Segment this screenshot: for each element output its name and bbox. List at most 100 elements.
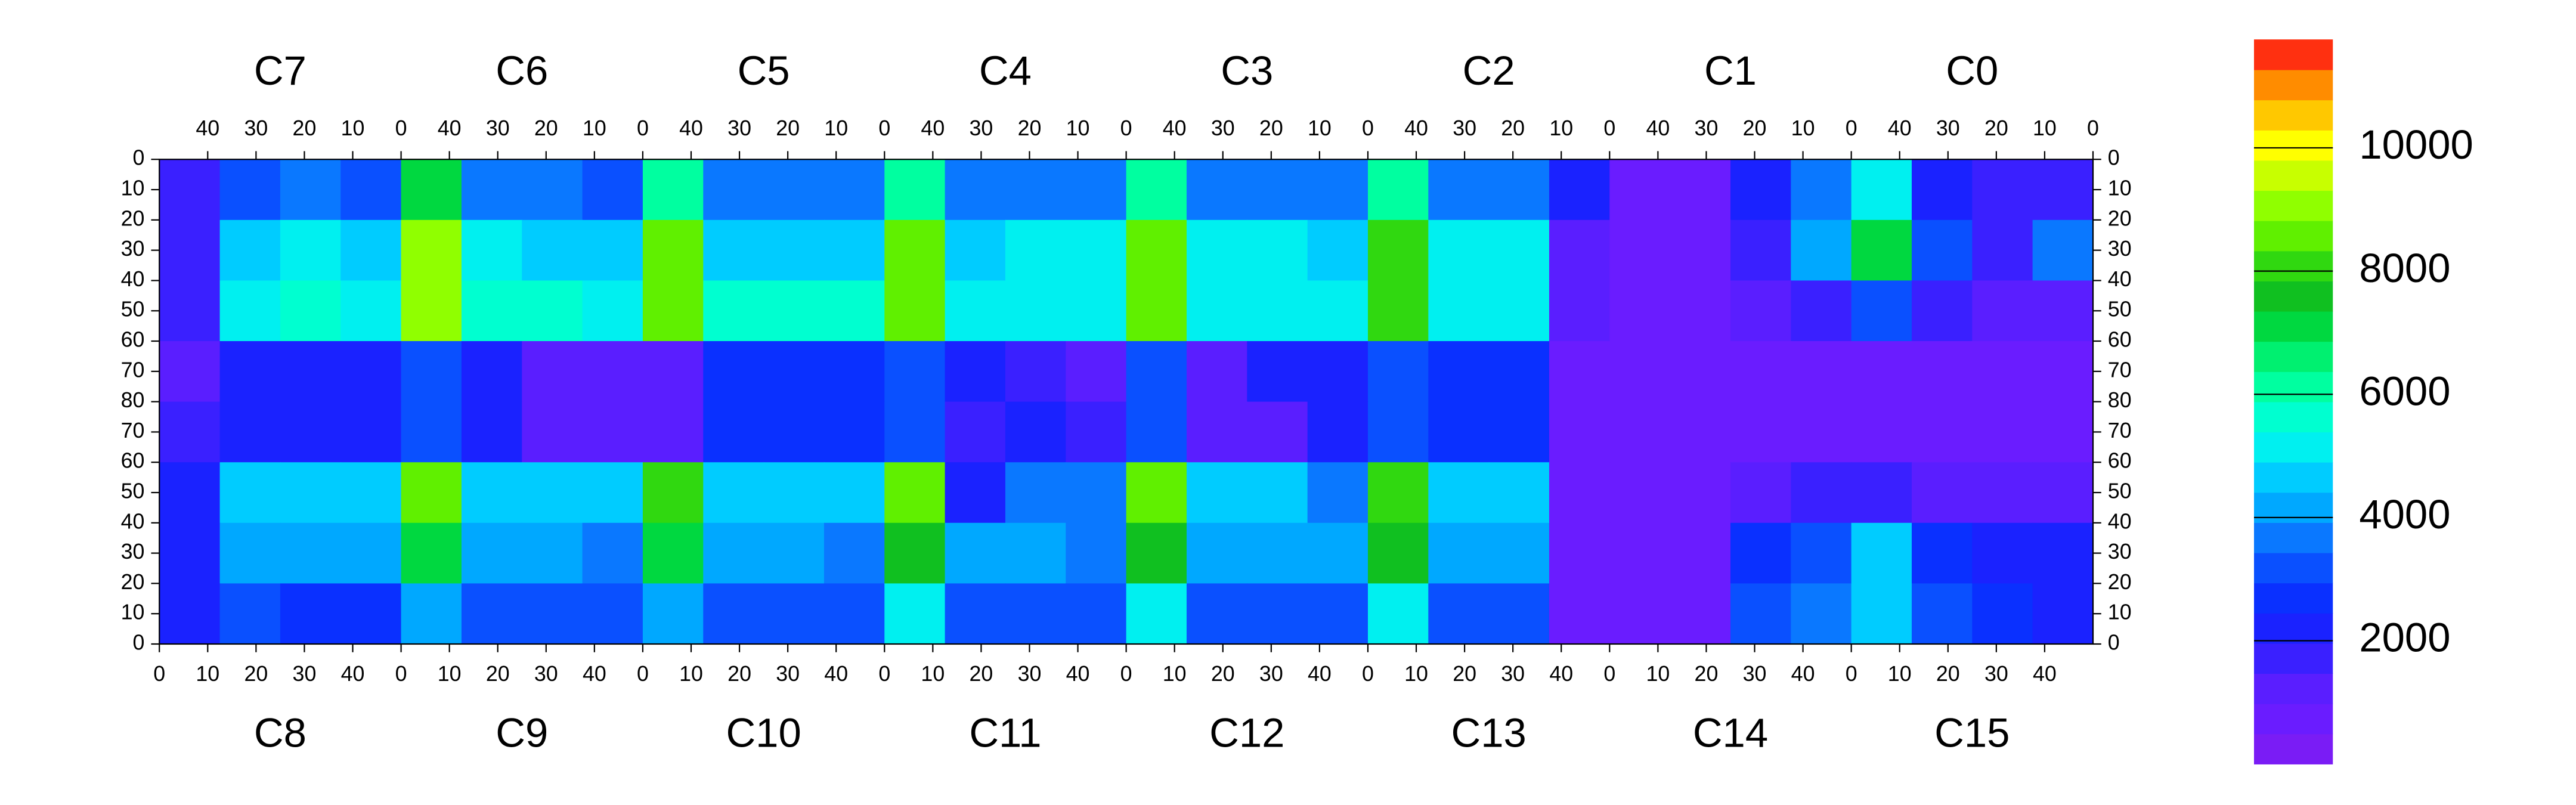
colorbar-band bbox=[2254, 643, 2333, 674]
heat-cell bbox=[1972, 522, 2033, 584]
heat-cell bbox=[401, 401, 462, 463]
x-tick-label: 40 bbox=[2033, 662, 2057, 686]
heat-cell bbox=[1247, 522, 1308, 584]
heat-cell bbox=[1549, 522, 1611, 584]
heat-cell bbox=[1851, 583, 1912, 645]
heat-cell bbox=[642, 462, 704, 524]
heat-cell bbox=[1488, 341, 1550, 402]
heat-cell bbox=[1307, 159, 1368, 221]
y-tick-label: 30 bbox=[2108, 540, 2132, 564]
heat-cell bbox=[1367, 219, 1429, 281]
x-tick-label: 20 bbox=[1695, 662, 1719, 686]
colorbar-band bbox=[2254, 552, 2333, 584]
heat-cell bbox=[1367, 280, 1429, 342]
heat-cell bbox=[642, 401, 704, 463]
heat-cell bbox=[1730, 522, 1792, 584]
x-tick-label: 10 bbox=[824, 116, 848, 140]
chip-label: C15 bbox=[1934, 710, 2010, 756]
heat-cell bbox=[219, 341, 281, 402]
colorbar-band bbox=[2254, 371, 2333, 402]
heat-cell bbox=[1609, 522, 1671, 584]
heat-cell bbox=[1066, 341, 1127, 402]
heat-cell bbox=[1307, 341, 1368, 402]
heat-cell bbox=[1488, 219, 1550, 281]
x-tick-label: 10 bbox=[1791, 116, 1815, 140]
heat-cell bbox=[945, 583, 1006, 645]
heat-cell bbox=[823, 462, 886, 524]
heat-cell bbox=[884, 280, 946, 342]
colorbar-label: 2000 bbox=[2359, 615, 2450, 661]
heat-cell bbox=[1186, 280, 1248, 342]
heat-cell bbox=[1851, 522, 1912, 584]
chip-label: C11 bbox=[969, 710, 1041, 756]
heat-cell bbox=[884, 341, 946, 402]
x-tick-label: 40 bbox=[1163, 116, 1187, 140]
heat-cell bbox=[945, 280, 1006, 342]
colorbar-band bbox=[2254, 100, 2333, 131]
y-tick-label: 20 bbox=[121, 206, 145, 230]
colorbar-label: 6000 bbox=[2359, 368, 2450, 414]
colorbar-band bbox=[2254, 612, 2333, 644]
x-tick-label: 40 bbox=[1888, 116, 1912, 140]
x-tick-label: 30 bbox=[727, 116, 751, 140]
heat-cell bbox=[1247, 219, 1308, 281]
y-tick-label: 40 bbox=[2108, 509, 2132, 533]
heat-cell bbox=[159, 280, 221, 342]
heat-cell bbox=[401, 462, 462, 524]
x-tick-label: 30 bbox=[776, 662, 800, 686]
heat-cell bbox=[1851, 341, 1912, 402]
heat-cell bbox=[823, 280, 886, 342]
heat-cell bbox=[703, 159, 764, 221]
heat-cell bbox=[1005, 583, 1067, 645]
heat-cell bbox=[1126, 280, 1187, 342]
colorbar-band bbox=[2254, 281, 2333, 312]
heat-cell bbox=[1730, 401, 1792, 463]
x-tick-label: 10 bbox=[1163, 662, 1187, 686]
heat-cell bbox=[1730, 462, 1792, 524]
heat-cell bbox=[763, 280, 825, 342]
heat-cell bbox=[340, 219, 402, 281]
heat-cell bbox=[2032, 401, 2094, 463]
heat-cell bbox=[1911, 583, 1973, 645]
x-tick-label: 0 bbox=[878, 116, 890, 140]
heat-cell bbox=[340, 280, 402, 342]
heat-cell bbox=[1609, 280, 1671, 342]
heat-cell bbox=[884, 219, 946, 281]
heat-cell bbox=[461, 462, 523, 524]
heat-cell bbox=[1126, 159, 1187, 221]
heat-cell bbox=[642, 583, 704, 645]
heat-cell bbox=[1911, 462, 1973, 524]
y-tick-label: 0 bbox=[133, 146, 145, 170]
heat-cell bbox=[340, 401, 402, 463]
heat-cell bbox=[1488, 583, 1550, 645]
x-tick-label: 20 bbox=[486, 662, 510, 686]
heat-cell bbox=[1126, 341, 1187, 402]
heat-cell bbox=[1066, 462, 1127, 524]
y-tick-label: 10 bbox=[121, 176, 145, 200]
x-tick-label: 10 bbox=[438, 662, 462, 686]
heat-cell bbox=[1186, 159, 1248, 221]
heat-cell bbox=[1730, 341, 1792, 402]
y-tick-label: 30 bbox=[2108, 237, 2132, 261]
heat-cell bbox=[1428, 341, 1490, 402]
x-tick-label: 30 bbox=[1695, 116, 1719, 140]
heat-cell bbox=[159, 583, 221, 645]
x-tick-label: 10 bbox=[341, 116, 365, 140]
heat-cell bbox=[1670, 462, 1731, 524]
heat-cell bbox=[1367, 159, 1429, 221]
heat-cell bbox=[1972, 159, 2033, 221]
heat-cell bbox=[1670, 159, 1731, 221]
heat-cell bbox=[2032, 219, 2094, 281]
heat-cell bbox=[1126, 583, 1187, 645]
heat-cell bbox=[461, 280, 523, 342]
y-tick-label: 60 bbox=[2108, 449, 2132, 473]
heat-cell bbox=[461, 159, 523, 221]
heat-cell bbox=[1670, 280, 1731, 342]
x-tick-label: 0 bbox=[1362, 662, 1374, 686]
heat-cell bbox=[1972, 341, 2033, 402]
heat-cell bbox=[219, 219, 281, 281]
heat-cell bbox=[1307, 583, 1368, 645]
x-tick-label: 20 bbox=[1501, 116, 1525, 140]
heat-cell bbox=[1549, 583, 1611, 645]
heat-cell bbox=[1972, 462, 2033, 524]
